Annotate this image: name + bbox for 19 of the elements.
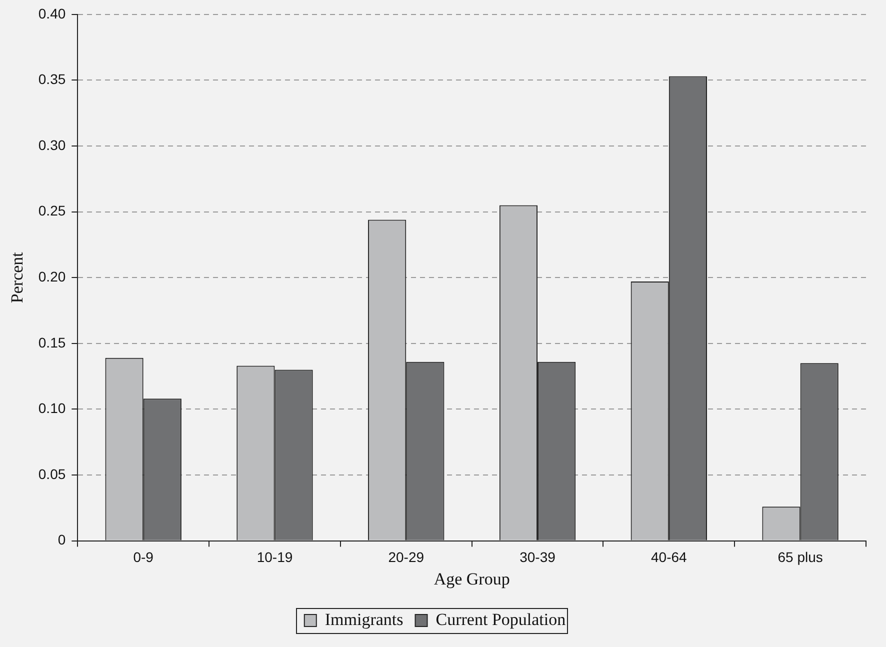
y-tick-label: 0.10 — [38, 400, 66, 416]
y-tick-label: 0.30 — [38, 136, 66, 153]
x-tick-label: 20-29 — [388, 549, 424, 566]
y-tick-label: 0.35 — [38, 71, 66, 88]
y-tick-label: 0 — [58, 532, 66, 548]
x-tick-label: 30-39 — [520, 549, 556, 566]
y-axis-title: Percent — [8, 252, 27, 304]
legend-label: Current Population — [436, 610, 566, 629]
y-tick-label: 0.05 — [38, 466, 66, 482]
x-tick-label: 40-64 — [651, 549, 688, 566]
x-tick-label: 65 plus — [778, 549, 823, 566]
y-tick-label: 0.15 — [38, 334, 66, 350]
x-tick-label: 0-9 — [133, 549, 154, 566]
y-tick-label: 0.25 — [38, 202, 66, 219]
y-tick-label: 0.40 — [38, 5, 66, 22]
x-tick-label: 10-19 — [256, 549, 293, 566]
x-axis-title: Age Group — [434, 569, 510, 588]
legend-label: Immigrants — [324, 610, 404, 629]
y-tick-label: 0.20 — [38, 268, 66, 284]
